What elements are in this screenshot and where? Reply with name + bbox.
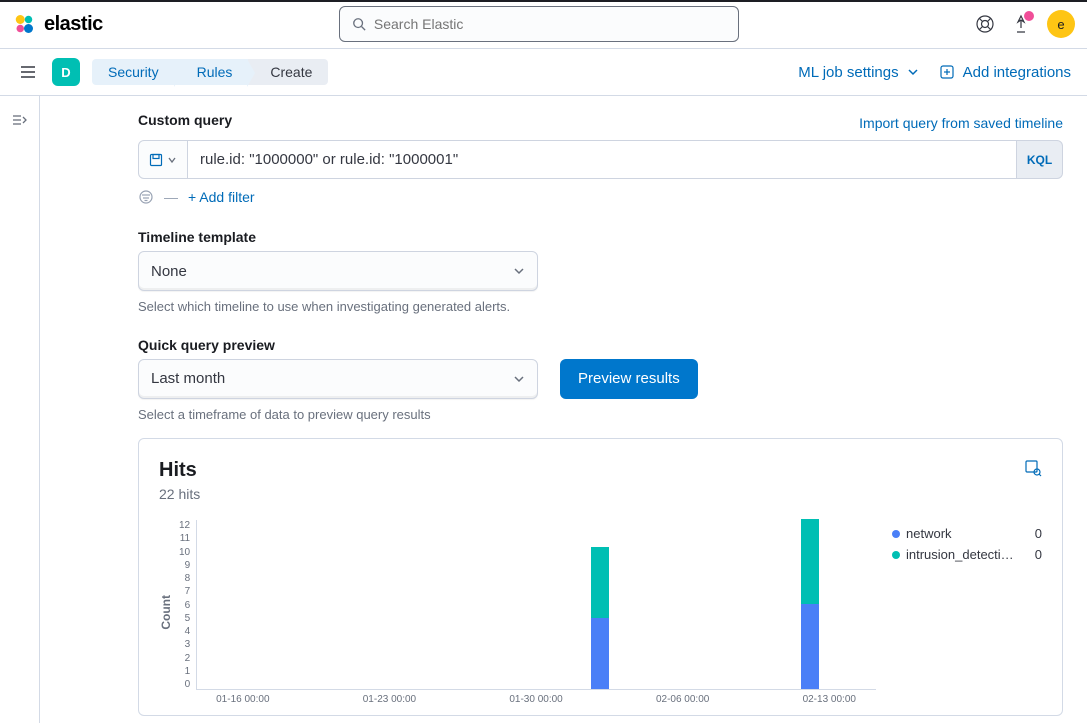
- x-tick: 01-30 00:00: [509, 694, 562, 705]
- chart-subtitle: 22 hits: [159, 486, 200, 502]
- timeline-template-select[interactable]: None: [138, 251, 538, 291]
- breadcrumbs: Security Rules Create: [92, 59, 328, 85]
- legend-item[interactable]: intrusion_detecti… 0: [892, 547, 1042, 562]
- y-tick: 12: [179, 520, 190, 531]
- expand-sidebar-button[interactable]: [12, 112, 28, 131]
- saved-query-menu-button[interactable]: [138, 140, 188, 179]
- bar-segment: [801, 519, 819, 604]
- space-badge[interactable]: D: [52, 58, 80, 86]
- breadcrumb-create: Create: [248, 59, 328, 85]
- timeline-template-section: Timeline template None Select which time…: [138, 229, 1063, 317]
- y-tick: 10: [179, 547, 190, 558]
- chart-bar: [801, 519, 819, 689]
- hits-chart-panel: Hits 22 hits Count 1211109876543210 01-1…: [138, 438, 1063, 716]
- y-tick: 0: [185, 679, 191, 690]
- brand-name: elastic: [44, 13, 103, 36]
- chart-bar: [591, 547, 609, 689]
- x-axis-ticks: 01-16 00:00 01-23 00:00 01-30 00:00 02-06 0…: [196, 694, 876, 705]
- ml-job-settings-button[interactable]: ML job settings: [798, 64, 918, 81]
- bar-segment: [591, 547, 609, 618]
- collapsed-sidebar: [0, 96, 40, 723]
- x-tick: 01-23 00:00: [363, 694, 416, 705]
- chart-plot-area: Count 1211109876543210 01-16 00:0001-23 …: [159, 520, 876, 705]
- y-tick: 11: [180, 533, 190, 544]
- breadcrumb-bar: D Security Rules Create ML job settings …: [0, 49, 1087, 96]
- y-tick: 5: [185, 613, 191, 624]
- chevron-down-icon: [907, 66, 919, 78]
- main-content: Custom query Import query from saved tim…: [40, 96, 1087, 723]
- y-tick: 6: [185, 600, 191, 611]
- add-integrations-button[interactable]: Add integrations: [939, 64, 1071, 81]
- query-language-button[interactable]: KQL: [1017, 140, 1063, 179]
- breadcrumb-rules[interactable]: Rules: [175, 59, 249, 85]
- legend-dot: [892, 530, 900, 538]
- help-icon[interactable]: [975, 14, 995, 34]
- legend-value: 0: [1035, 526, 1042, 541]
- filter-options-icon[interactable]: [138, 189, 154, 205]
- custom-query-label: Custom query: [138, 112, 232, 128]
- legend-dot: [892, 551, 900, 559]
- y-tick: 1: [185, 666, 191, 677]
- y-tick: 4: [185, 626, 191, 637]
- chart-legend: network 0 intrusion_detecti… 0: [892, 520, 1042, 705]
- legend-label: intrusion_detecti…: [906, 547, 1014, 562]
- y-tick: 8: [185, 573, 191, 584]
- query-input[interactable]: rule.id: "1000000" or rule.id: "1000001": [188, 140, 1017, 179]
- y-tick: 2: [185, 653, 191, 664]
- search-input[interactable]: [374, 16, 726, 32]
- timeline-template-label: Timeline template: [138, 229, 1063, 245]
- breadcrumb-security[interactable]: Security: [92, 59, 175, 85]
- search-icon: [352, 17, 366, 31]
- quick-preview-label: Quick query preview: [138, 337, 1063, 353]
- y-axis-ticks: 1211109876543210: [179, 520, 196, 690]
- legend-item[interactable]: network 0: [892, 526, 1042, 541]
- nav-toggle-button[interactable]: [16, 60, 40, 84]
- chart-title: Hits: [159, 459, 200, 482]
- preview-help-text: Select a timeframe of data to preview qu…: [138, 405, 538, 425]
- x-tick: 02-13 00:00: [803, 694, 856, 705]
- y-axis-label: Count: [159, 595, 173, 630]
- brand-logo[interactable]: elastic: [12, 12, 103, 36]
- y-tick: 3: [185, 639, 191, 650]
- preview-results-button[interactable]: Preview results: [560, 359, 698, 399]
- chart-inspect-button[interactable]: [1024, 459, 1042, 480]
- newsfeed-icon[interactable]: [1011, 14, 1031, 34]
- chart-plot: [196, 520, 876, 690]
- plus-in-box-icon: [939, 64, 955, 80]
- inspect-icon: [1024, 459, 1042, 477]
- legend-label: network: [906, 526, 952, 541]
- import-query-link[interactable]: Import query from saved timeline: [859, 115, 1063, 131]
- custom-query-section: Custom query Import query from saved tim…: [138, 112, 1063, 205]
- disk-icon: [149, 153, 163, 167]
- user-avatar[interactable]: e: [1047, 10, 1075, 38]
- preview-timeframe-select[interactable]: Last month: [138, 359, 538, 399]
- x-tick: 01-16 00:00: [216, 694, 269, 705]
- chevron-down-icon: [513, 265, 525, 277]
- bar-segment: [801, 604, 819, 689]
- chevron-down-icon: [167, 155, 177, 165]
- y-tick: 9: [185, 560, 191, 571]
- x-tick: 02-06 00:00: [656, 694, 709, 705]
- chevron-down-icon: [513, 373, 525, 385]
- top-header: elastic e: [0, 0, 1087, 49]
- quick-preview-section: Quick query preview Last month Preview r…: [138, 337, 1063, 425]
- legend-value: 0: [1035, 547, 1042, 562]
- global-search[interactable]: [339, 6, 739, 42]
- elastic-logo-icon: [12, 12, 36, 36]
- bar-segment: [591, 618, 609, 689]
- y-tick: 7: [185, 586, 191, 597]
- add-filter-button[interactable]: + Add filter: [188, 189, 255, 205]
- timeline-help-text: Select which timeline to use when invest…: [138, 297, 538, 317]
- notification-dot: [1024, 11, 1034, 21]
